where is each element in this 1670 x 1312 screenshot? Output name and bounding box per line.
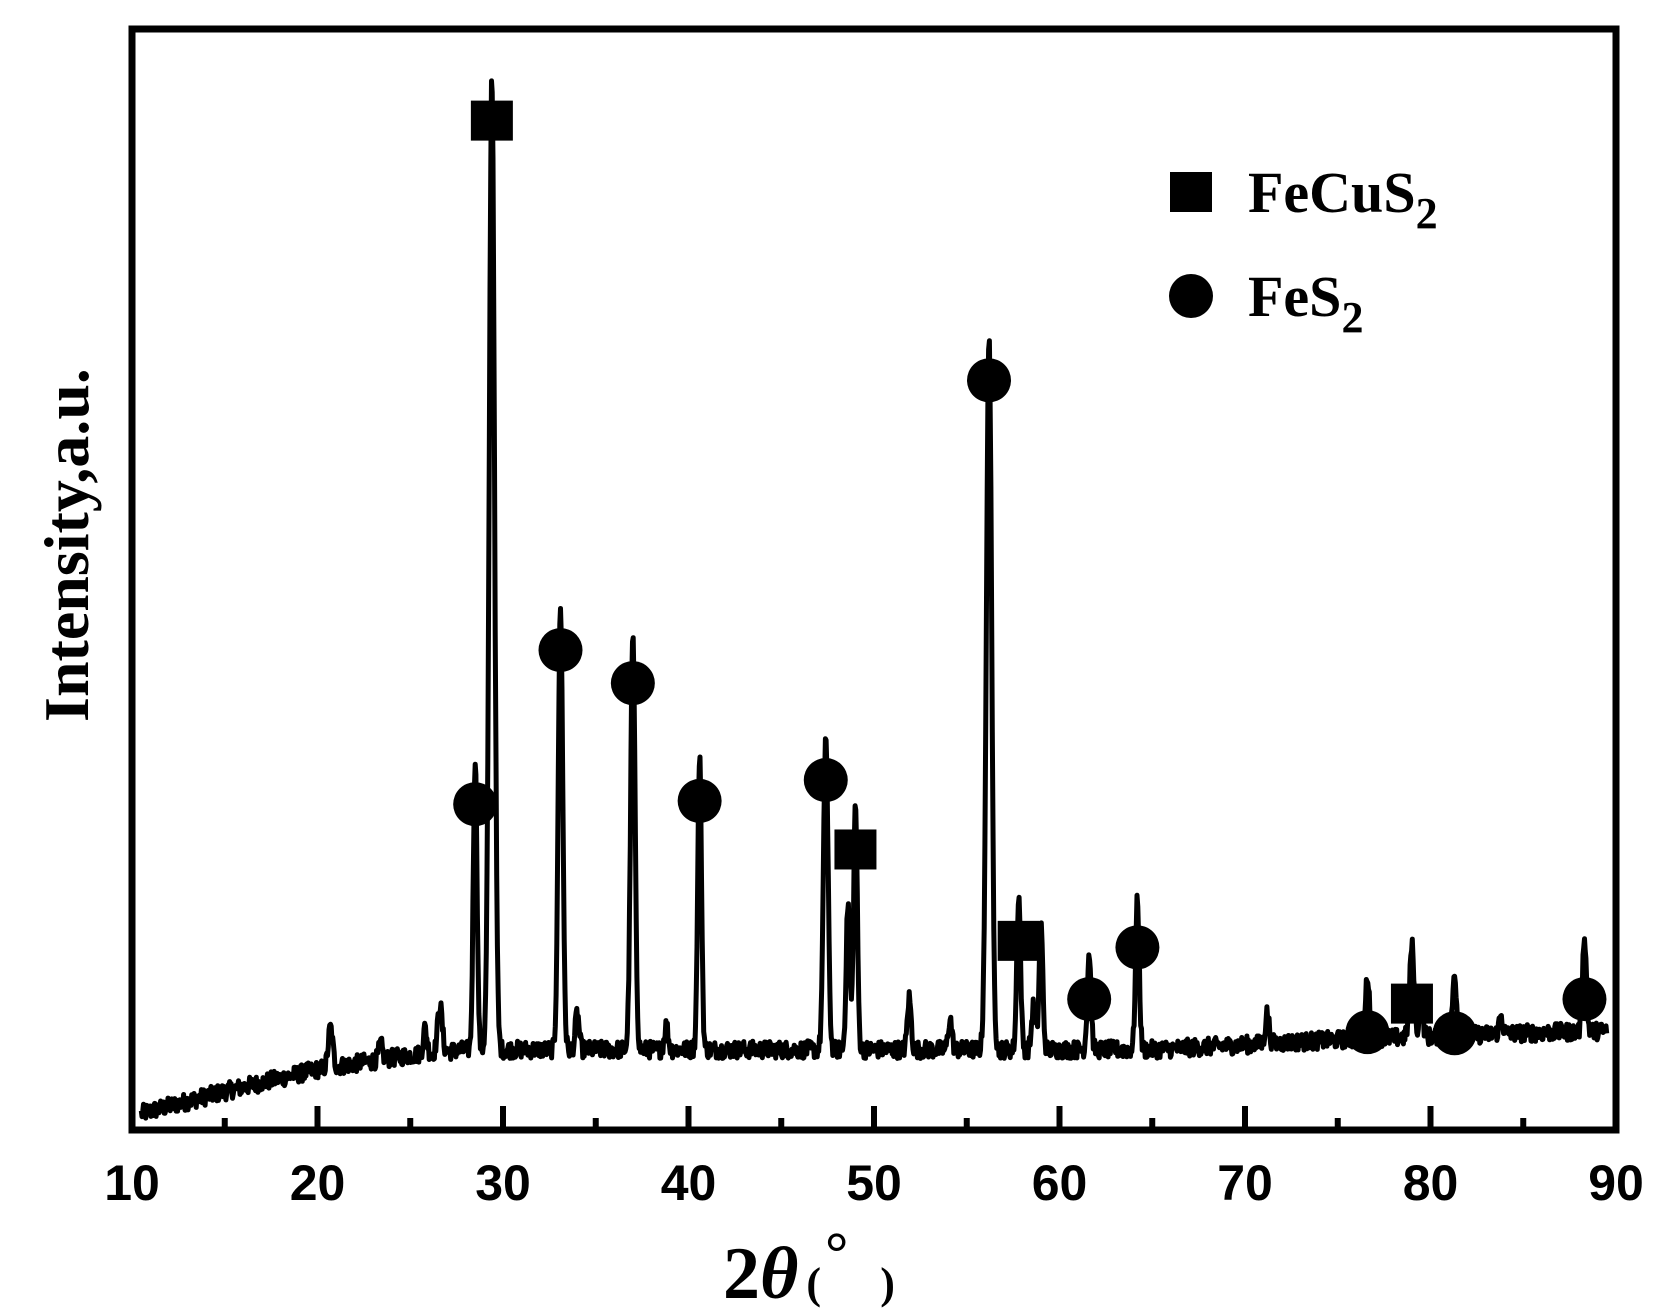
- y-axis-label: Intensity,a.u.: [31, 368, 102, 722]
- fes2-peak-marker: [538, 628, 583, 673]
- plot-frame: [128, 25, 1620, 1134]
- x-tick-label: 40: [661, 1155, 717, 1211]
- x-label-theta: θ: [760, 1233, 798, 1312]
- x-tick-label: 10: [104, 1155, 160, 1211]
- fes2-peak-marker: [1115, 925, 1160, 970]
- fecus2-peak-marker: [997, 920, 1040, 961]
- x-axis-label: 2θ (°): [723, 1220, 895, 1312]
- xrd-pattern: [138, 78, 1610, 1121]
- x-tick-label: 60: [1032, 1155, 1088, 1211]
- x-tick-label: 30: [475, 1155, 531, 1211]
- legend-label-fecus2: FeCuS2: [1248, 160, 1438, 238]
- x-tick-label: 90: [1588, 1155, 1644, 1211]
- x-tick-label: 70: [1217, 1155, 1273, 1211]
- legend-square-marker: [1170, 172, 1212, 212]
- legend: FeCuS2 FeS2: [1169, 160, 1438, 342]
- fecus2-peak-marker: [1390, 983, 1433, 1024]
- legend-fes2-sub: 2: [1341, 293, 1363, 342]
- fes2-peak-marker: [1345, 1010, 1390, 1055]
- x-tick-label: 50: [846, 1155, 902, 1211]
- x-axis-ticks: [129, 1106, 1619, 1130]
- x-label-main: 2: [723, 1233, 760, 1312]
- legend-circle-marker: [1169, 274, 1213, 318]
- fes2-peak-marker: [1562, 977, 1607, 1022]
- fes2-peak-marker: [1067, 977, 1112, 1022]
- legend-fecus2-sub: 2: [1416, 189, 1438, 238]
- fes2-peak-marker: [803, 758, 848, 803]
- x-tick-labels: 10 20 30 40 50 60 70 80 90: [104, 1155, 1644, 1211]
- fes2-peak-marker: [967, 358, 1012, 403]
- x-tick-label: 80: [1403, 1155, 1459, 1211]
- fes2-peak-marker: [1432, 1011, 1477, 1056]
- x-label-close: ): [880, 1259, 895, 1308]
- x-label-degree: °: [825, 1220, 848, 1285]
- fecus2-peak-marker: [834, 829, 877, 870]
- x-label-open: (: [806, 1259, 821, 1308]
- x-tick-label: 20: [290, 1155, 346, 1211]
- fes2-peak-marker: [453, 782, 498, 827]
- fecus2-peak-marker: [470, 100, 513, 141]
- fes2-peak-marker: [677, 778, 722, 823]
- fes2-peak-marker: [610, 661, 655, 706]
- legend-fecus2-text: FeCuS: [1248, 160, 1416, 225]
- xrd-trace: [138, 78, 1610, 1121]
- legend-fes2-text: FeS: [1248, 264, 1341, 329]
- legend-label-fes2: FeS2: [1248, 264, 1363, 342]
- peak-markers: [453, 100, 1607, 1056]
